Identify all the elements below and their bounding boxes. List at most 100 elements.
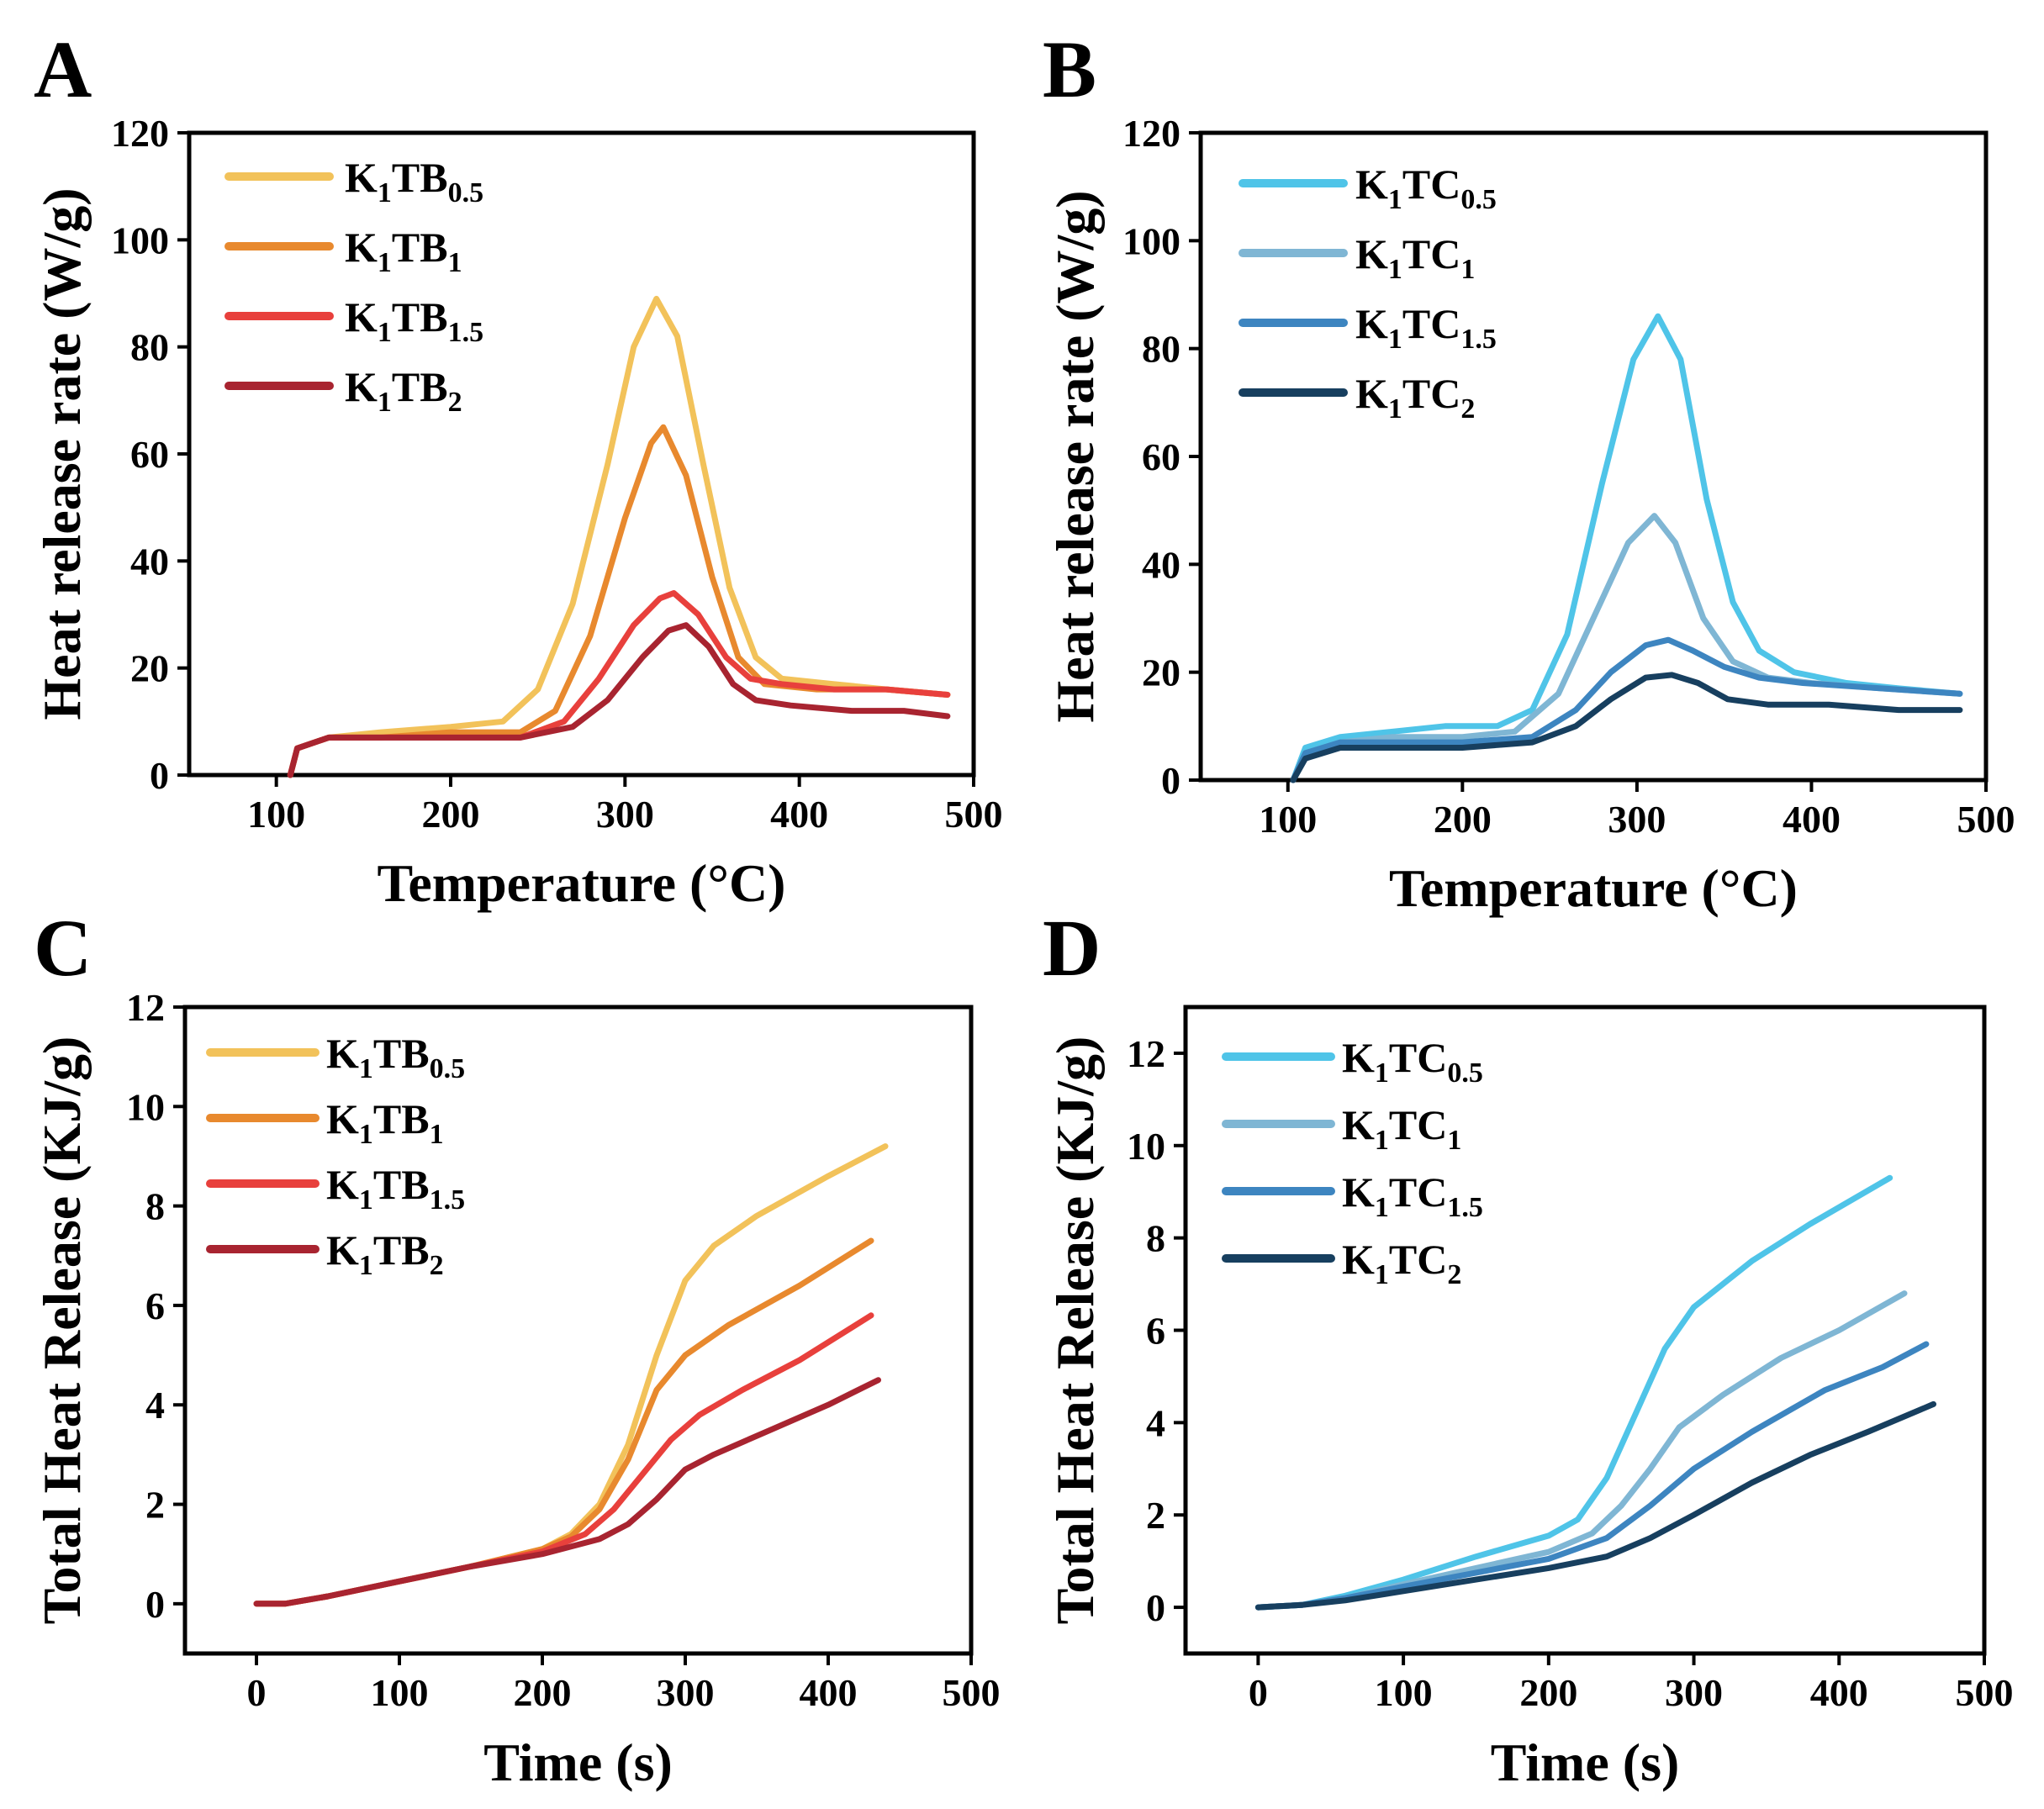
legend-subscript: 1.5 (1447, 1192, 1483, 1223)
legend-subscript: 0.5 (430, 1053, 466, 1084)
panel-letter-d: D (1043, 903, 1101, 993)
legend-subscript: 2 (1447, 1259, 1461, 1290)
legend-text-part: K (326, 1161, 359, 1208)
legend-text-part: K (1342, 1236, 1375, 1283)
legend-label: K1TB1.5 (345, 293, 483, 348)
plot-frame (187, 130, 976, 778)
legend-label: K1TC2 (1342, 1236, 1461, 1290)
x-tick-label: 200 (514, 1671, 572, 1714)
x-axis-title: Temperature (°C) (1389, 858, 1798, 918)
legend-text-part: TB (373, 1095, 430, 1142)
legend-label: K1TB2 (326, 1226, 444, 1281)
legend-text-part: TC (1389, 1168, 1447, 1216)
x-axis-title: Temperature (°C) (378, 853, 786, 913)
y-tick-label: 0 (1146, 1586, 1165, 1629)
legend-subscript: 1 (378, 317, 392, 348)
y-tick-label: 80 (130, 326, 169, 369)
legend-label: K1TB0.5 (345, 154, 483, 208)
legend-label: K1TB1 (345, 224, 462, 278)
x-tick-label: 400 (1810, 1671, 1868, 1714)
legend-subscript: 1.5 (448, 317, 484, 348)
legend-subscript: 2 (1460, 393, 1475, 425)
legend-subscript: 0.5 (1460, 184, 1497, 215)
x-axis-title: Time (s) (1491, 1733, 1680, 1792)
legend-subscript: 1 (1388, 184, 1402, 215)
y-tick-label: 6 (145, 1284, 165, 1327)
legend-text-part: K (345, 293, 378, 340)
panel-a: A 100 200 300 400 500 0 20 40 60 80 100 120 Temperatu… (32, 24, 1003, 913)
legend-text-part: K (1342, 1101, 1375, 1148)
y-tick-label: 80 (1142, 328, 1180, 371)
y-tick-label: 120 (1122, 112, 1180, 155)
x-tick-label: 200 (1519, 1671, 1577, 1714)
legend-label: K1TC0.5 (1355, 161, 1497, 215)
series-line-k1tb2 (287, 622, 951, 778)
y-tick-label: 8 (145, 1185, 165, 1228)
legend-text-part: TB (392, 293, 448, 340)
y-tick-label: 4 (145, 1384, 165, 1427)
x-axis-title: Time (s) (483, 1733, 673, 1792)
legend-text-part: K (345, 224, 378, 271)
series-line-k1tc2 (1254, 1400, 1936, 1611)
y-tick-label: 60 (1142, 435, 1180, 478)
legend-label: K1TC0.5 (1342, 1034, 1483, 1089)
x-tick-label: 300 (1665, 1671, 1723, 1714)
series-line-k1tc2 (1290, 672, 1963, 783)
legend-text-part: TB (392, 154, 448, 201)
y-tick-label: 6 (1146, 1310, 1165, 1353)
y-tick-label: 60 (130, 433, 169, 476)
y-tick-label: 12 (126, 986, 165, 1029)
legend-text-part: K (1342, 1168, 1375, 1216)
panel-letter-b: B (1043, 24, 1096, 114)
legend-text-part: K (1355, 230, 1388, 277)
y-tick-label: 0 (145, 1583, 165, 1626)
legend-label: K1TB1 (326, 1095, 444, 1150)
y-tick-label: 12 (1127, 1032, 1165, 1075)
x-tick-label: 500 (945, 793, 1003, 836)
legend-label: K1TC2 (1355, 370, 1475, 425)
legend-label: K1TB0.5 (326, 1030, 465, 1084)
legend-text-part: TB (373, 1030, 430, 1077)
x-tick-label: 100 (1375, 1671, 1433, 1714)
x-tick-label: 200 (422, 793, 480, 836)
series-line-k1tc1-5 (1254, 1341, 1930, 1611)
legend-text-part: TB (373, 1161, 430, 1208)
x-tick-label: 0 (1249, 1671, 1268, 1714)
y-tick-label: 8 (1146, 1217, 1165, 1260)
legend-label: K1TC1.5 (1342, 1168, 1483, 1223)
legend-label: K1TC1 (1342, 1101, 1461, 1156)
y-tick-label: 100 (111, 219, 169, 261)
y-tick-label: 4 (1146, 1401, 1165, 1444)
x-tick-label: 300 (1608, 798, 1666, 841)
legend-text-part: TC (1402, 300, 1460, 347)
legend-text-part: TC (1389, 1034, 1447, 1081)
legend-subscript: 1 (359, 1184, 373, 1216)
legend-label: K1TB2 (345, 363, 462, 418)
y-tick-label: 2 (1146, 1494, 1165, 1537)
legend-subscript: 1 (1388, 393, 1402, 425)
panel-b: B 100 200 300 400 500 0 20 40 60 80 100 120 Temperatu… (1043, 24, 2015, 918)
y-tick-label: 120 (111, 112, 169, 155)
y-tick-label: 20 (130, 647, 169, 690)
legend-subscript: 2 (430, 1250, 444, 1281)
legend-text-part: K (326, 1095, 359, 1142)
legend-subscript: 1 (359, 1250, 373, 1281)
y-tick-label: 20 (1142, 651, 1180, 694)
y-tick-label: 2 (145, 1484, 165, 1527)
y-tick-label: 0 (150, 754, 169, 797)
legend-subscript: 1 (378, 247, 392, 278)
legend-subscript: 1 (1375, 1259, 1389, 1290)
legend-subscript: 1 (359, 1053, 373, 1084)
legend-text-part: K (1342, 1034, 1375, 1081)
legend-text-part: K (345, 363, 378, 410)
series-line-k1tb1-5 (253, 1312, 874, 1607)
legend-subscript: 1 (448, 247, 462, 278)
y-tick-label: 10 (126, 1085, 165, 1128)
legend-subscript: 1 (378, 177, 392, 208)
legend-label: K1TC1 (1355, 230, 1475, 285)
legend-subscript: 1 (359, 1119, 373, 1150)
series-line-k1tc0-5 (1290, 313, 1963, 783)
y-tick-label: 10 (1127, 1125, 1165, 1168)
legend-text-part: TB (392, 363, 448, 410)
